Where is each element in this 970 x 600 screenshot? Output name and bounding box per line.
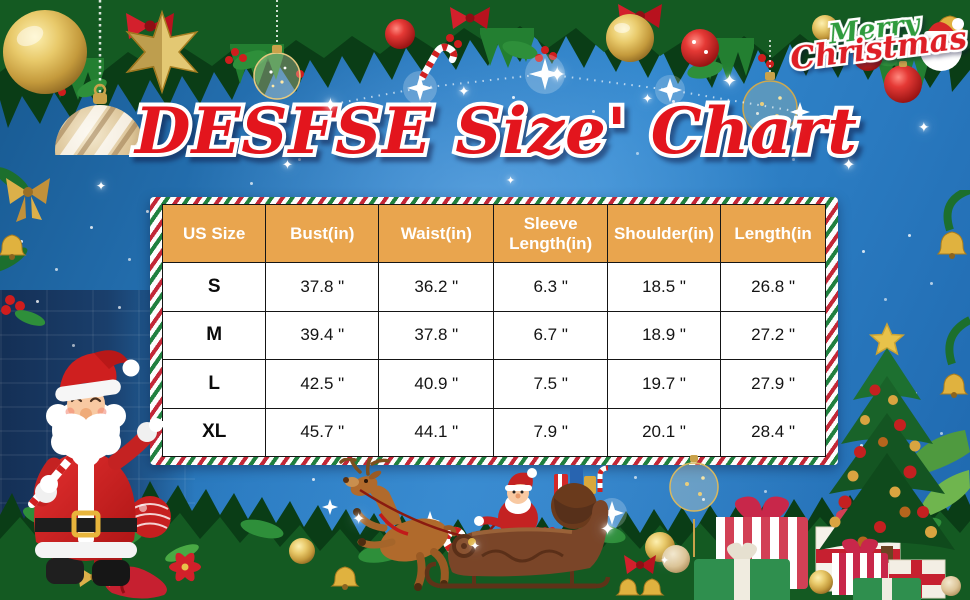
bust-value: 39.4 ": [265, 310, 380, 360]
length-value: 28.4 ": [720, 407, 826, 457]
waist-value: 36.2 ": [378, 262, 495, 312]
wire-ball-icon: [742, 38, 798, 136]
sparkle-icon: [458, 84, 470, 98]
length-value: 27.9 ": [720, 359, 826, 409]
sleeve-value: 6.3 ": [493, 262, 608, 312]
sparkle-icon: [322, 96, 339, 116]
page-title: DESFSE Size' Chart DESFSE Size' Chart: [131, 90, 861, 173]
bust-value: 42.5 ": [265, 359, 380, 409]
column-header-waist: Waist(in): [378, 204, 495, 263]
sparkle-icon: [506, 176, 515, 187]
christmas-tree-icon: [809, 322, 970, 600]
length-value: 27.2 ": [720, 310, 826, 360]
sleeve-value: 7.5 ": [493, 359, 608, 409]
glass-ornament-icon: [253, 45, 301, 100]
sleeve-value: 6.7 ": [493, 310, 608, 360]
shoulder-value: 19.7 ": [606, 359, 722, 409]
sparkle-icon: [548, 64, 566, 86]
header-row: US Size Bust(in) Waist(in) Sleeve Length…: [161, 204, 826, 263]
santa-claus-icon: [28, 350, 169, 586]
sleeve-value: 7.9 ": [493, 407, 608, 457]
sparkle-icon: [470, 540, 480, 552]
sparkle-icon: [96, 180, 106, 192]
reindeer-sleigh-icon: [339, 458, 611, 591]
sparkle-icon: [660, 556, 669, 567]
column-header-bust: Bust(in): [265, 204, 380, 263]
candy-cane-icon: [419, 43, 458, 81]
size-label: S: [161, 262, 267, 312]
shoulder-value: 18.9 ": [606, 310, 722, 360]
size-chart-table: US Size Bust(in) Waist(in) Sleeve Length…: [150, 197, 838, 465]
top-garland-icon: [0, 0, 970, 155]
bust-value: 45.7 ": [265, 407, 380, 457]
waist-value: 44.1 ": [378, 407, 495, 457]
size-label: M: [161, 310, 267, 360]
table-row-m: M 39.4 " 37.8 " 6.7 " 18.9 " 27.2 ": [161, 310, 826, 360]
bust-value: 37.8 ": [265, 262, 380, 312]
column-header-length: Length(in: [720, 204, 826, 263]
waist-value: 40.9 ": [378, 359, 495, 409]
gold-bow-icon: [6, 178, 50, 222]
length-value: 26.8 ": [720, 262, 826, 312]
sparkle-icon: [600, 520, 615, 538]
santa-face-icon: [920, 18, 964, 71]
striped-bauble-icon: [55, 83, 145, 155]
sparkle-icon: [352, 512, 365, 528]
page-title-text: DESFSE Size' Chart: [135, 94, 858, 169]
size-label: L: [161, 359, 267, 409]
sparkle-icon: [918, 120, 930, 134]
table-row-xl: XL 45.7 " 44.1 " 7.9 " 20.1 " 28.4 ": [161, 407, 826, 457]
column-header-shoulder: Shoulder(in): [606, 204, 722, 263]
waist-value: 37.8 ": [378, 310, 495, 360]
table-row-s: S 37.8 " 36.2 " 6.3 " 18.5 " 26.8 ": [161, 262, 826, 312]
sparkle-icon: [282, 158, 293, 171]
table-row-l: L 42.5 " 40.9 " 7.5 " 19.7 " 27.9 ": [161, 359, 826, 409]
page-title-outline: DESFSE Size' Chart: [131, 90, 861, 173]
sparkle-icon: [788, 122, 798, 134]
gold-star-icon: [125, 9, 199, 95]
column-header-sleeve-length: Sleeve Length(in): [493, 204, 608, 263]
sparkle-icon: [372, 140, 382, 152]
left-edge-decor-icon: [0, 167, 50, 326]
column-header-us-size: US Size: [161, 204, 267, 263]
shoulder-value: 20.1 ": [606, 407, 722, 457]
size-label: XL: [161, 407, 267, 457]
gift-boxes-icon: [809, 538, 961, 600]
right-edge-decor-icon: [936, 190, 970, 398]
sparkle-icon: [722, 72, 737, 90]
gold-ornament-icon: [3, 10, 87, 94]
sparkle-icon: [842, 158, 855, 174]
sparkle-icon: [642, 92, 653, 105]
shoulder-value: 18.5 ": [606, 262, 722, 312]
